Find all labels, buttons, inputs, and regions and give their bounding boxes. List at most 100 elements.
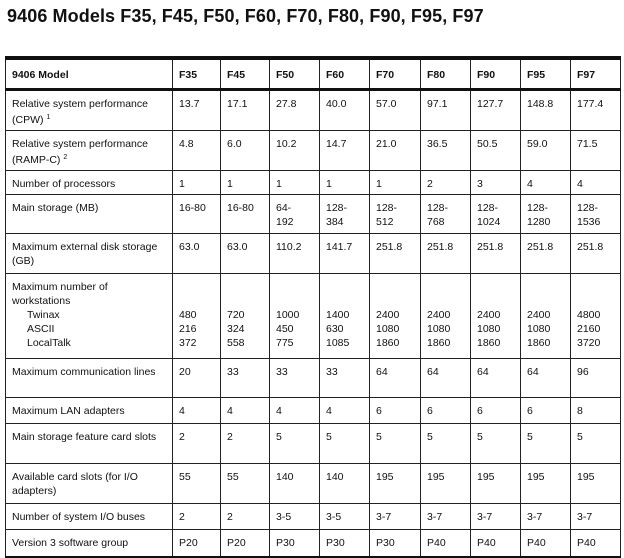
value-cell: 5 [470,423,521,464]
value: 5 [477,431,483,443]
value: 3-7 [527,511,543,523]
value: 6 [427,405,433,417]
value: 251.8 [376,241,403,253]
value: 141.7 [326,241,353,253]
value: 14.7 [326,138,347,150]
header-model: F97 [570,56,621,91]
value: 195 [427,471,445,483]
value: 4 [227,405,233,417]
footnote-ref: 2 [63,154,68,161]
value-cell: 1 [220,170,270,195]
table-row: Number of system I/O buses 2 2 3-5 3-5 3-7 3-7… [5,503,621,530]
value: 71.5 [577,138,598,150]
table-row: Number of processors 1 1 1 1 1 2 3 4 4 [5,170,621,195]
value: 6.0 [227,138,242,150]
value-cell: 4800 2160 3720 [570,273,621,359]
value: 33 [276,366,288,378]
sub-value: 1080 [427,323,451,335]
sub-value: 2400 [427,309,451,321]
sub-value: 720 [227,309,245,321]
value-cell: 64 [420,358,471,398]
value-cell: 195 [570,463,621,504]
value-cell: 20 [172,358,221,398]
row-label-cell: Main storage feature card slots [5,423,173,464]
value-cell: 140 [269,463,320,504]
table-row: Main storage (MB) 16-80 16-80 64- 192 128- 384… [5,194,621,234]
value-cell: 2 [172,423,221,464]
row-label-cell: Maximum external disk storage (GB) [5,233,173,274]
value: 195 [527,471,545,483]
row-label: Version 3 software group [12,537,129,549]
value-cell: 2400 1080 1860 [420,273,471,359]
header-model: F60 [319,56,370,91]
value-cell: 2 [172,503,221,530]
value-cell: 64- 192 [269,194,320,234]
value-cell: 2 [220,423,270,464]
header-model: F45 [220,56,270,91]
row-sublabel: Twinax [27,309,60,321]
value-cell: 251.8 [520,233,571,274]
sub-value: 1860 [376,337,400,349]
value: 3-7 [477,511,493,523]
value-cell: 128- 1536 [570,194,621,234]
value-cell: 55 [172,463,221,504]
value-cell: 3-7 [369,503,421,530]
value: 4.8 [179,138,194,150]
value-cell: P40 [520,529,571,558]
value: 64 [427,366,439,378]
value: 3-7 [427,511,443,523]
value-cell: 59.0 [520,130,571,171]
value-cell: P20 [172,529,221,558]
sub-value: 1860 [527,337,551,349]
value-cell: P30 [269,529,320,558]
value: 128- 1024 [477,202,501,228]
value: 140 [326,471,344,483]
value: 6 [527,405,533,417]
value-cell: 251.8 [470,233,521,274]
value: P30 [276,537,295,549]
footnote-ref: 1 [46,114,51,121]
value-cell: 57.0 [369,89,421,131]
value: 64 [376,366,388,378]
value: 27.8 [276,98,297,110]
value-cell: 13.7 [172,89,221,131]
value-cell: 33 [319,358,370,398]
header-model: F50 [269,56,320,91]
value-cell: 5 [420,423,471,464]
value-cell: 64 [369,358,421,398]
value-cell: 3-7 [470,503,521,530]
value-cell: 195 [470,463,521,504]
sub-value: 630 [326,323,344,335]
value: 16-80 [227,202,254,214]
value-cell: 6.0 [220,130,270,171]
value-cell: 5 [319,423,370,464]
value-cell: 71.5 [570,130,621,171]
value-cell: 6 [420,397,471,424]
value: 5 [276,431,282,443]
row-label: Available card slots (for I/O adapters) [12,471,138,497]
value: 33 [326,366,338,378]
header-model: F80 [420,56,471,91]
value-cell: 21.0 [369,130,421,171]
value: 4 [179,405,185,417]
value-cell: 195 [520,463,571,504]
row-label-cell: Available card slots (for I/O adapters) [5,463,173,504]
value: P40 [427,537,446,549]
table-row: Relative system performance (CPW) 1 13.7 1… [5,89,621,131]
value-cell: P30 [319,529,370,558]
value: 128- 1280 [527,202,551,228]
value-cell: 251.8 [420,233,471,274]
value: 4 [276,405,282,417]
row-sublabel: ASCII [27,323,55,335]
table-row: Available card slots (for I/O adapters) 5… [5,463,621,504]
header-model: F35 [172,56,221,91]
value-cell: 195 [420,463,471,504]
row-label: Maximum external disk storage (GB) [12,241,158,267]
value-cell: 3 [470,170,521,195]
value: 128- 768 [427,202,449,228]
sub-value: 558 [227,337,245,349]
value-cell: 27.8 [269,89,320,131]
table-row: Relative system performance (RAMP-C) 2 4.… [5,130,621,171]
value-cell: 720 324 558 [220,273,270,359]
sub-value: 1085 [326,337,350,349]
